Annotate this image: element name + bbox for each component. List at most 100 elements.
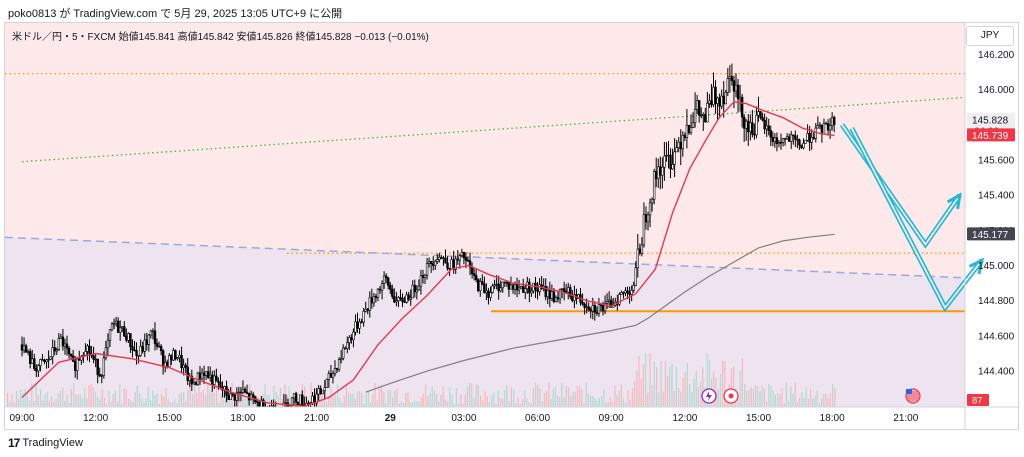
arrow-inner [851, 127, 983, 310]
candle-body [211, 374, 214, 385]
candle-body [466, 259, 470, 262]
candle-body [648, 202, 652, 216]
volume-bar [51, 396, 53, 407]
volume-bar [145, 398, 147, 407]
candle-body [571, 296, 574, 301]
volume-bar [748, 389, 750, 407]
candle-body [110, 323, 114, 331]
candle-body [24, 345, 28, 353]
volume-bar [189, 384, 191, 407]
volume-bar [660, 361, 662, 407]
candle-body [624, 290, 627, 294]
volume-bar [535, 383, 537, 407]
candle-body [538, 284, 541, 292]
candle-body [675, 147, 678, 153]
candle-body [405, 294, 408, 303]
x-tick-label: 18:00 [820, 413, 845, 424]
candle-body [704, 114, 707, 123]
candle-body [650, 198, 654, 204]
volume-bar [541, 401, 543, 407]
volume-bar [675, 366, 677, 407]
x-tick-label: 21:00 [304, 413, 329, 424]
candle-body [108, 329, 112, 341]
volume-bar [737, 395, 739, 407]
volume-bar [552, 389, 554, 407]
volume-bar [405, 393, 407, 407]
volume-bar [282, 398, 284, 407]
volume-bar [759, 391, 761, 407]
volume-bar [119, 384, 121, 407]
volume-bar [829, 393, 831, 407]
candle-body [275, 410, 277, 414]
volume-bar [779, 393, 781, 407]
volume-bar [651, 385, 653, 407]
candle-body [401, 298, 404, 302]
candle-body [446, 262, 449, 269]
volume-bar [29, 400, 31, 407]
volume-bar [488, 401, 490, 407]
candle-body [327, 373, 331, 380]
volume-bar [757, 386, 759, 407]
volume-bar [455, 388, 457, 407]
volume-bar [211, 387, 213, 407]
volume-bar [537, 384, 539, 407]
volume-bar [374, 382, 376, 407]
candle-body [356, 321, 359, 329]
candle-body [45, 359, 48, 363]
volume-bar [251, 402, 253, 407]
ma-fast-line [21, 101, 835, 407]
candle-body [558, 289, 562, 300]
volume-bar [40, 389, 42, 407]
candle-body [121, 326, 124, 329]
candle-body [636, 248, 639, 269]
volume-bar [238, 398, 240, 407]
candle-body [742, 116, 746, 129]
volume-bar [286, 395, 288, 407]
candle-body [679, 141, 682, 150]
volume-bar [796, 401, 798, 407]
candle-body [765, 125, 768, 130]
candle-body [151, 330, 155, 332]
y-tick-label: 144.400 [978, 367, 1015, 378]
volume-bar [539, 388, 541, 407]
volume-bar [273, 385, 275, 407]
volume-bar [196, 393, 198, 407]
candle-body [724, 92, 727, 105]
volume-bar [620, 383, 622, 407]
volume-bar [97, 396, 99, 407]
candle-body [37, 365, 40, 372]
volume-bar [686, 362, 688, 407]
footer-brand-name: TradingView [22, 437, 83, 449]
candle-body [123, 326, 126, 337]
candle-body [380, 283, 384, 291]
volume-bar [396, 389, 398, 407]
volume-bar [642, 364, 644, 407]
volume-bar [156, 393, 158, 407]
candle-body [497, 283, 500, 292]
volume-bar [187, 389, 189, 407]
candle-body [133, 349, 136, 352]
candle-body [319, 388, 322, 395]
volume-bar [629, 399, 631, 407]
volume-bar [741, 358, 743, 407]
candle-body [763, 119, 766, 130]
price-label: 145.177 [967, 227, 1015, 241]
volume-bar [682, 377, 684, 407]
volume-bar [548, 382, 550, 407]
candle-body [41, 359, 44, 361]
volume-bar [18, 397, 20, 407]
candle-body [317, 388, 320, 395]
volume-bar [719, 374, 721, 407]
candle-body [378, 288, 382, 291]
volume-bar [176, 403, 178, 407]
volume-bar [73, 382, 75, 407]
candle-body [159, 345, 163, 352]
candle-body [618, 294, 621, 305]
candle-body [22, 345, 26, 351]
currency-selector[interactable]: JPY [966, 26, 1014, 46]
candle-body [47, 358, 50, 361]
volume-bar [81, 398, 83, 407]
candle-body [450, 259, 453, 270]
volume-bar [359, 391, 361, 407]
